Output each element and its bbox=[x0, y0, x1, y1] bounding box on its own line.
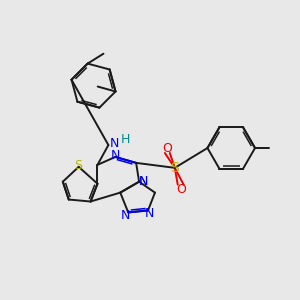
Text: S: S bbox=[74, 159, 82, 172]
Text: N: N bbox=[110, 136, 119, 150]
Text: S: S bbox=[170, 161, 179, 175]
Text: N: N bbox=[138, 175, 148, 188]
Text: H: H bbox=[121, 133, 130, 146]
Text: N: N bbox=[111, 149, 120, 162]
Text: O: O bbox=[176, 183, 186, 196]
Text: O: O bbox=[162, 142, 172, 154]
Text: N: N bbox=[144, 207, 154, 220]
Text: N: N bbox=[138, 175, 148, 188]
Text: N: N bbox=[121, 209, 130, 222]
